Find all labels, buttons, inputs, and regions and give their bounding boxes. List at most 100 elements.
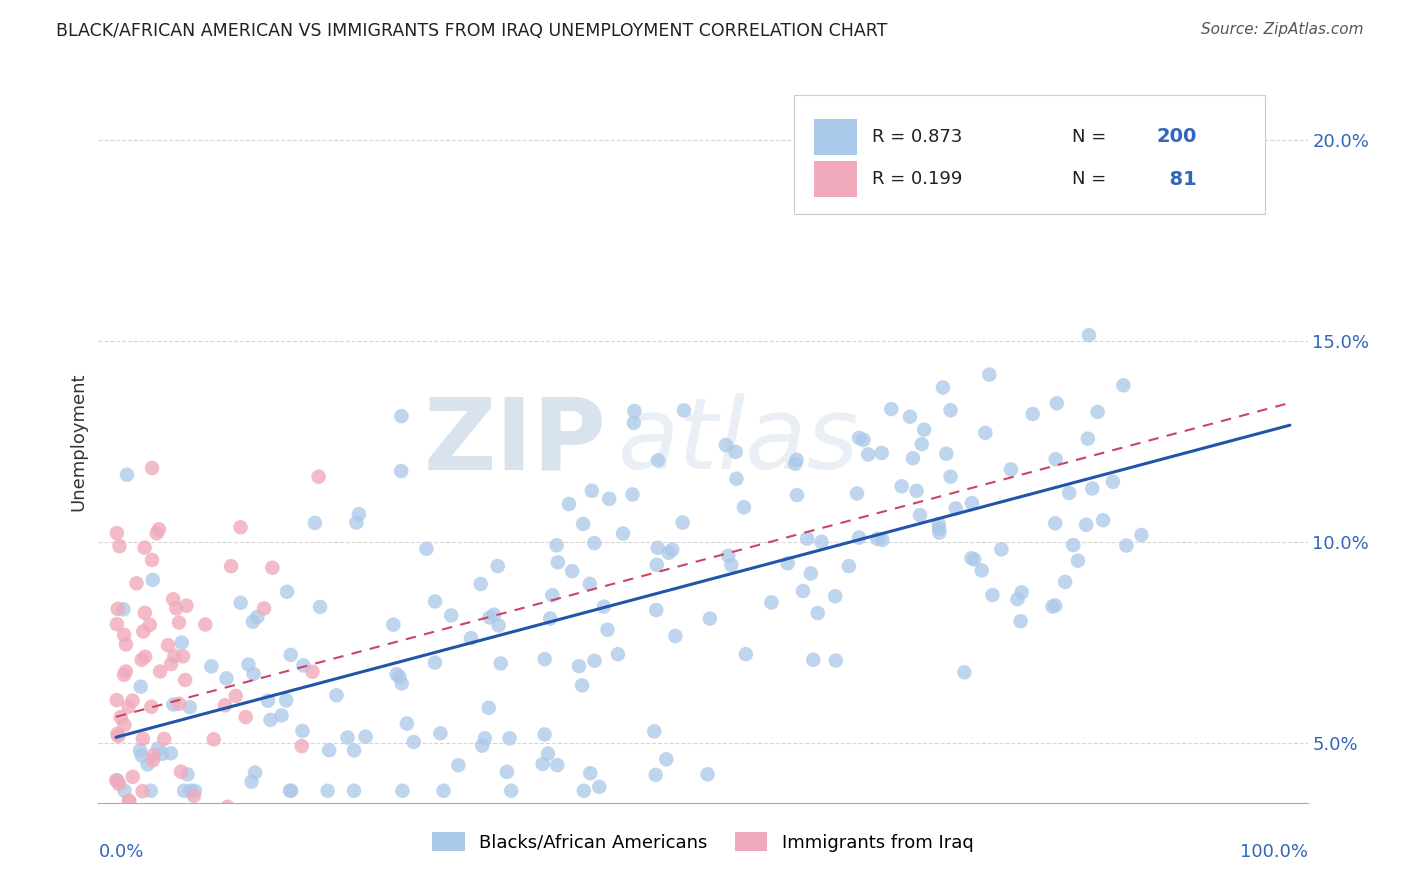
Text: 0.0%: 0.0% [98,843,143,861]
Point [162,592,184,607]
Point [132,731,155,746]
Point [142,753,165,767]
Point [1007,592,1029,607]
Point [141,699,163,714]
Point [388,670,411,684]
Text: atlas: atlas [619,393,860,490]
Point [571,678,593,692]
Point [866,532,889,546]
Point [262,560,284,574]
Point [945,501,967,516]
Point [385,667,408,681]
Point [647,541,669,555]
Point [179,700,201,714]
Point [725,472,748,486]
Point [170,764,193,779]
Point [219,559,242,574]
Point [561,564,583,578]
Point [645,558,668,572]
Point [118,794,141,808]
Point [308,469,330,483]
Point [354,730,377,744]
Point [1057,486,1080,500]
Point [792,584,814,599]
Point [141,461,163,475]
Point [606,647,628,661]
FancyBboxPatch shape [814,119,856,154]
Point [785,457,807,471]
Point [246,609,269,624]
Point [176,767,198,781]
Point [801,653,824,667]
Point [107,602,129,616]
Point [699,611,721,625]
Point [105,693,128,707]
Point [1046,396,1069,410]
Point [304,516,326,530]
Point [486,559,509,574]
Point [498,731,520,746]
Point [644,768,666,782]
Point [568,659,591,673]
Point [572,516,595,531]
Point [292,658,315,673]
Point [280,784,302,798]
Point [214,698,236,713]
Text: N =: N = [1071,170,1107,188]
Point [1021,407,1043,421]
Point [583,536,606,550]
Point [325,688,347,702]
Point [120,805,142,820]
Point [623,416,645,430]
Point [276,693,298,707]
Point [134,649,156,664]
Point [905,483,928,498]
Point [115,467,138,482]
Point [148,522,170,536]
Point [194,617,217,632]
Point [276,584,298,599]
Point [202,732,225,747]
Point [447,758,470,772]
Point [131,748,153,763]
Point [131,653,153,667]
Point [131,784,153,798]
Point [253,601,276,615]
Point [344,516,367,530]
Point [108,539,131,553]
Point [870,446,893,460]
Point [111,808,134,822]
Point [598,491,620,506]
Point [496,764,519,779]
Point [229,520,252,534]
Point [225,689,247,703]
Point [1054,574,1077,589]
Point [932,380,955,394]
Point [152,836,174,850]
Point [1081,482,1104,496]
Point [733,500,755,515]
Point [1115,539,1137,553]
Point [939,469,962,483]
Point [953,665,976,680]
Point [838,559,860,574]
Point [259,713,281,727]
Point [115,637,138,651]
Text: R = 0.199: R = 0.199 [872,170,963,188]
Point [583,654,606,668]
Point [121,693,143,707]
Point [139,784,162,798]
Point [848,531,870,545]
Y-axis label: Unemployment: Unemployment [69,372,87,511]
Point [238,657,260,672]
Point [460,631,482,645]
Point [105,727,128,741]
Point [800,566,823,581]
Point [935,447,957,461]
Point [125,576,148,591]
Point [395,716,418,731]
Point [776,557,799,571]
Point [114,784,136,798]
Point [852,433,875,447]
Point [533,652,555,666]
